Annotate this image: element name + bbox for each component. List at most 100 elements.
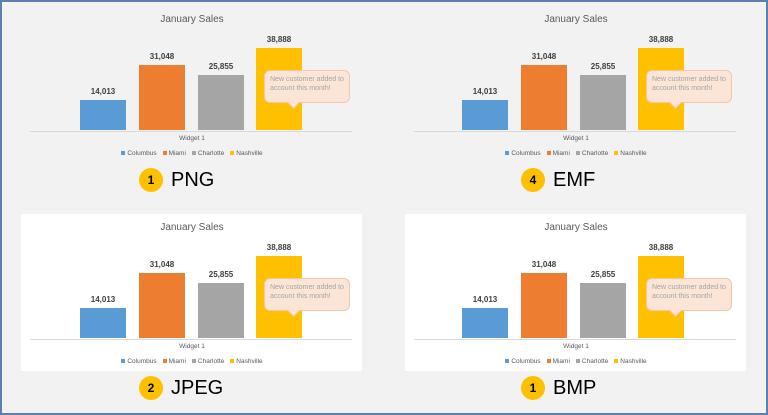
legend-swatch [121, 359, 126, 364]
chart-title: January Sales [160, 14, 224, 25]
annotation-text: New customer added to account this month… [652, 76, 726, 92]
data-label-miami: 31,048 [531, 51, 557, 61]
annotation-text: New customer added to account this month… [270, 76, 344, 92]
bar-miami [521, 272, 567, 338]
legend-label: Columbus [511, 358, 541, 365]
legend-item-charlotte: Charlotte [575, 358, 609, 365]
chart-title: January Sales [160, 222, 224, 233]
annotation-callout: New customer added to account this month… [264, 70, 350, 109]
legend-swatch [546, 151, 551, 156]
legend-label: Nashville [620, 150, 647, 157]
data-label-columbus: 14,013 [90, 87, 116, 97]
x-axis-category-label: Widget 1 [179, 343, 205, 350]
legend-item-charlotte: Charlotte [575, 150, 608, 157]
data-label-miami: 31,048 [149, 259, 175, 269]
bar-chart: January Sales 14,013 31,048 25,855 38,888 Wid… [0, 0, 384, 207]
data-label-columbus: 14,013 [472, 295, 498, 305]
legend-label: Charlotte [197, 358, 225, 365]
annotation-callout: New customer added to account this month… [646, 278, 732, 317]
legend-label: Nashville [236, 358, 263, 365]
legend-swatch [191, 151, 196, 156]
legend-item-columbus: Columbus [121, 358, 157, 365]
legend-swatch [191, 359, 196, 364]
x-axis-category-label: Widget 1 [563, 343, 589, 350]
x-axis-line [30, 339, 352, 340]
data-label-charlotte: 25,855 [208, 62, 234, 72]
legend-swatch [230, 151, 235, 156]
legend-item-nashville: Nashville [614, 358, 647, 365]
format-label: BMP [553, 377, 597, 399]
bar-columbus [462, 100, 508, 130]
legend-item-nashville: Nashville [614, 150, 647, 157]
bar-miami [139, 272, 185, 338]
x-axis-line [414, 339, 736, 340]
legend-label: Miami [168, 358, 186, 365]
data-label-columbus: 14,013 [472, 87, 498, 97]
bar-chart: January Sales 14,013 31,048 25,855 38,888 Wid… [384, 207, 768, 414]
data-label-charlotte: 25,855 [208, 270, 234, 280]
data-label-miami: 31,048 [531, 259, 557, 269]
legend-swatch [121, 151, 126, 156]
chart-legend: Columbus Miami Charlotte Nashville [384, 150, 768, 157]
rank-badge: 4 [521, 168, 545, 192]
legend-swatch [230, 359, 235, 364]
legend-item-charlotte: Charlotte [191, 150, 225, 157]
legend-swatch [614, 359, 619, 364]
legend-item-miami: Miami [162, 358, 186, 365]
data-label-nashville: 38,888 [648, 35, 674, 44]
bar-charlotte [198, 75, 244, 130]
legend-label: Columbus [511, 150, 541, 157]
panel-emf: January Sales 14,013 31,048 25,855 38,888 Wid… [384, 0, 768, 207]
legend-item-miami: Miami [162, 150, 186, 157]
chart-legend: Columbus Miami Charlotte Nashville [0, 358, 384, 365]
legend-label: Miami [552, 150, 570, 157]
annotation-text: New customer added to account this month… [652, 284, 726, 300]
format-label: JPEG [171, 377, 224, 399]
rank-badge: 2 [139, 376, 163, 400]
legend-item-nashville: Nashville [230, 358, 263, 365]
legend-label: Miami [552, 358, 570, 365]
legend-item-miami: Miami [546, 150, 570, 157]
x-axis-category-label: Widget 1 [563, 135, 589, 142]
legend-label: Columbus [127, 358, 157, 365]
annotation-text: New customer added to account this month… [270, 284, 344, 300]
chart-title: January Sales [544, 222, 608, 233]
legend-swatch [546, 359, 551, 364]
legend-item-nashville: Nashville [230, 150, 263, 157]
bar-chart: January Sales 14,013 31,048 25,855 38,888 Wid… [0, 207, 384, 414]
chart-legend: Columbus Miami Charlotte Nashville [384, 358, 768, 365]
annotation-callout: New customer added to account this month… [264, 278, 350, 317]
data-label-miami: 31,048 [149, 51, 175, 61]
bar-chart: January Sales 14,013 31,048 25,855 38,888 Wid… [384, 0, 768, 207]
legend-swatch [575, 359, 580, 364]
legend-label: Charlotte [197, 150, 225, 157]
legend-swatch [162, 359, 167, 364]
legend-swatch [614, 151, 619, 156]
bar-columbus [462, 308, 508, 338]
legend-label: Nashville [236, 150, 263, 157]
bar-miami [521, 64, 567, 130]
legend-swatch [162, 151, 167, 156]
data-label-nashville: 38,888 [266, 243, 292, 252]
x-axis-line [414, 131, 736, 132]
rank-badge: 1 [521, 376, 545, 400]
data-label-columbus: 14,013 [90, 295, 116, 305]
annotation-callout: New customer added to account this month… [646, 70, 732, 109]
bar-charlotte [580, 75, 626, 130]
legend-item-miami: Miami [546, 358, 570, 365]
legend-item-columbus: Columbus [121, 150, 157, 157]
legend-label: Charlotte [581, 358, 609, 365]
legend-item-columbus: Columbus [505, 358, 541, 365]
legend-swatch [505, 151, 510, 156]
data-label-charlotte: 25,855 [590, 62, 616, 72]
panel-bmp: January Sales 14,013 31,048 25,855 38,888 Wid… [384, 207, 768, 414]
bar-charlotte [198, 283, 244, 338]
rank-badge: 1 [139, 168, 163, 192]
format-label: PNG [171, 169, 215, 191]
chart-title: January Sales [544, 14, 608, 25]
format-label: EMF [553, 169, 596, 191]
data-label-nashville: 38,888 [266, 35, 292, 44]
legend-swatch [505, 359, 510, 364]
bar-miami [139, 64, 185, 130]
